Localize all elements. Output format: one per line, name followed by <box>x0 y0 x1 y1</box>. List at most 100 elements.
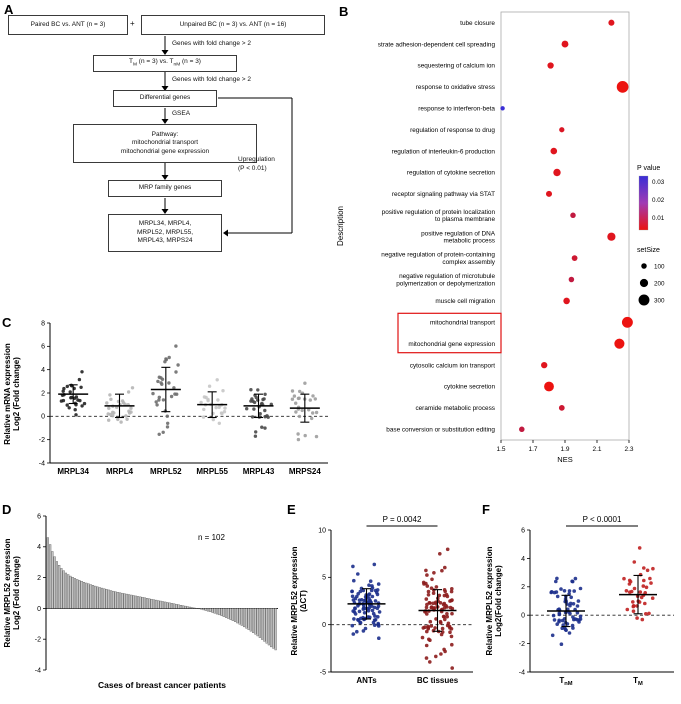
flow-label-gsea: GSEA <box>172 110 191 117</box>
svg-text:regulation of response to drug: regulation of response to drug <box>410 127 495 134</box>
e-y-axis-line-2: (ΔCT) <box>299 590 309 612</box>
panel-f-letter: F <box>482 502 490 517</box>
tm-end: (n = 3) <box>180 58 201 66</box>
svg-text:negative regulation of protein: negative regulation of protein-containin… <box>381 252 495 259</box>
d-y-axis-line-1: Relative MRPL52 expression <box>3 538 12 648</box>
f-y-axis-line-1: Relative MRPL52 expression <box>485 546 494 656</box>
tm-vs-tnm-text: TM (n = 3) vs. TnM (n = 3) <box>129 58 201 69</box>
svg-text:negative regulation of microtu: negative regulation of microtubule <box>399 273 495 280</box>
svg-text:0: 0 <box>41 414 45 421</box>
svg-text:MRPL55: MRPL55 <box>196 467 228 476</box>
svg-text:0: 0 <box>521 613 525 620</box>
svg-text:cytokine secretion: cytokine secretion <box>444 384 496 391</box>
svg-text:P = 0.0042: P = 0.0042 <box>383 515 422 524</box>
panel-a-flowchart: A Paired BC vs. ANT (n = 3) <box>0 0 335 315</box>
svg-text:complex assembly: complex assembly <box>442 259 495 266</box>
svg-text:TnM: TnM <box>559 676 572 687</box>
svg-text:response to interferon-beta: response to interferon-beta <box>418 106 495 113</box>
d-x-axis-label: Cases of breast cancer patients <box>97 680 227 690</box>
panel-e-ant-vs-bc: E -5 0 5 10 ANTs BC tissues P = 0.0042 Relativ… <box>285 500 480 704</box>
pathway-line-3: mitochondrial gene expression <box>120 147 210 155</box>
panel-d-letter: D <box>2 502 12 517</box>
svg-text:1.5: 1.5 <box>496 446 505 453</box>
svg-text:6: 6 <box>521 527 525 534</box>
svg-text:6: 6 <box>41 344 45 351</box>
svg-text:4: 4 <box>521 556 525 563</box>
svg-text:-2: -2 <box>35 637 41 644</box>
flow-label-fold-change-2: Genes with fold change > 2 <box>172 76 251 83</box>
svg-text:cytosolic calcium ion transpor: cytosolic calcium ion transport <box>410 362 495 369</box>
f-y-axis-label: Relative MRPL52 expression Log2(Fold cha… <box>485 530 504 672</box>
svg-text:300: 300 <box>654 297 665 304</box>
gsea-dot-plot: 1.5 1.7 1.9 2.1 2.3 NES tube closure strate adh… <box>378 11 665 464</box>
c-y-axis-label: Relative mRNA expression Log2 (Fold chan… <box>3 323 22 465</box>
gene-list-line-3: MRPL43, MRPS24 <box>137 237 193 245</box>
svg-text:0.01: 0.01 <box>652 215 665 222</box>
d-y-axis-line-2: Log2 (Fold change) <box>12 556 22 630</box>
svg-text:0.02: 0.02 <box>652 197 665 204</box>
svg-text:2.3: 2.3 <box>624 446 633 453</box>
tm-sub1: M <box>132 62 137 68</box>
svg-text:MRPS24: MRPS24 <box>289 467 322 476</box>
svg-text:5: 5 <box>322 575 326 582</box>
gene-list-line-2: MRPL52, MRPL55, <box>137 228 193 236</box>
pathway-line-2: mitochondrial transport <box>131 139 199 147</box>
svg-text:setSize: setSize <box>637 247 660 254</box>
svg-text:mitochondrial gene expression: mitochondrial gene expression <box>408 341 495 348</box>
panel-b-letter: B <box>339 4 349 19</box>
svg-text:positive regulation of DNA: positive regulation of DNA <box>421 230 496 237</box>
svg-text:200: 200 <box>654 280 665 287</box>
svg-text:muscle cell migration: muscle cell migration <box>435 298 495 305</box>
svg-text:10: 10 <box>318 527 326 534</box>
svg-text:regulation of cytokine secreti: regulation of cytokine secretion <box>407 170 496 177</box>
svg-text:2: 2 <box>37 575 41 582</box>
svg-text:2: 2 <box>521 584 525 591</box>
svg-text:MRPL4: MRPL4 <box>106 467 134 476</box>
svg-text:MRPL34: MRPL34 <box>57 467 89 476</box>
svg-text:ceramide metabolic process: ceramide metabolic process <box>415 405 495 412</box>
panel-c-mrna-expression: C -4 -2 0 2 4 6 8 MRPL34 MRPL4 MRPL52 MRPL55 MRPL43… <box>0 315 335 500</box>
svg-text:0: 0 <box>322 622 326 629</box>
c-y-axis-line-1: Relative mRNA expression <box>3 343 12 445</box>
flow-box-pathway: Pathway: mitochondrial transport mitocho… <box>73 124 257 163</box>
svg-text:polymerization or depolymeriza: polymerization or depolymerization <box>396 280 495 287</box>
tm-t1: T <box>129 58 133 66</box>
svg-text:2: 2 <box>41 390 45 397</box>
e-y-axis-label: Relative MRPL52 expression (ΔCT) <box>290 530 309 672</box>
svg-text:-4: -4 <box>519 669 525 676</box>
upregulation-line-1: Upregulation <box>238 156 275 163</box>
svg-text:1.7: 1.7 <box>528 446 537 453</box>
flow-box-unpaired-bc: Unpaired BC (n = 3) vs. ANT (n = 16) <box>141 15 325 35</box>
panel-d-waterfall: D -4 -2 0 2 4 6 n = 102 Relative MRPL52 expres… <box>0 500 285 704</box>
panel-a-letter: A <box>4 2 14 17</box>
tm-sub2: nM <box>173 62 181 68</box>
svg-text:TM: TM <box>633 676 643 687</box>
tm-mid: (n = 3) vs. T <box>136 58 174 66</box>
pathway-line-1: Pathway: <box>151 130 179 138</box>
svg-text:100: 100 <box>654 263 665 270</box>
flow-box-tm-vs-tnm: TM (n = 3) vs. TnM (n = 3) <box>93 55 237 72</box>
flow-label-upregulation: Upregulation (P < 0.01) <box>238 156 275 174</box>
svg-text:P value: P value <box>637 165 660 172</box>
flow-box-gene-list: MRPL34, MRPL4, MRPL52, MRPL55, MRPL43, M… <box>108 214 222 252</box>
waterfall-plot: -4 -2 0 2 4 6 n = 102 <box>35 513 278 674</box>
tnm-vs-tm-plot: -4 -2 0 2 4 6 TnM TM P < 0.0001 <box>519 515 674 687</box>
svg-text:MRPL43: MRPL43 <box>243 467 275 476</box>
svg-text:8: 8 <box>41 320 45 327</box>
f-y-axis-line-2: Log2(Fold change) <box>494 565 504 637</box>
svg-text:-4: -4 <box>35 667 41 674</box>
svg-text:n = 102: n = 102 <box>198 533 225 542</box>
c-y-axis-line-2: Log2 (Fold change) <box>12 357 22 431</box>
svg-text:tube closure: tube closure <box>460 20 495 27</box>
flow-box-paired-bc: Paired BC vs. ANT (n = 3) <box>8 15 128 35</box>
svg-text:regulation of interleukin-6 pr: regulation of interleukin-6 production <box>392 148 496 155</box>
svg-text:4: 4 <box>41 367 45 374</box>
svg-text:-2: -2 <box>519 641 525 648</box>
svg-text:-4: -4 <box>39 460 45 467</box>
panel-c-letter: C <box>2 315 12 330</box>
svg-text:NES: NES <box>557 455 572 464</box>
svg-text:response to oxidative stress: response to oxidative stress <box>416 84 495 91</box>
svg-text:base conversion or substitutio: base conversion or substitution editing <box>386 427 495 434</box>
e-y-axis-line-1: Relative MRPL52 expression <box>290 546 299 656</box>
